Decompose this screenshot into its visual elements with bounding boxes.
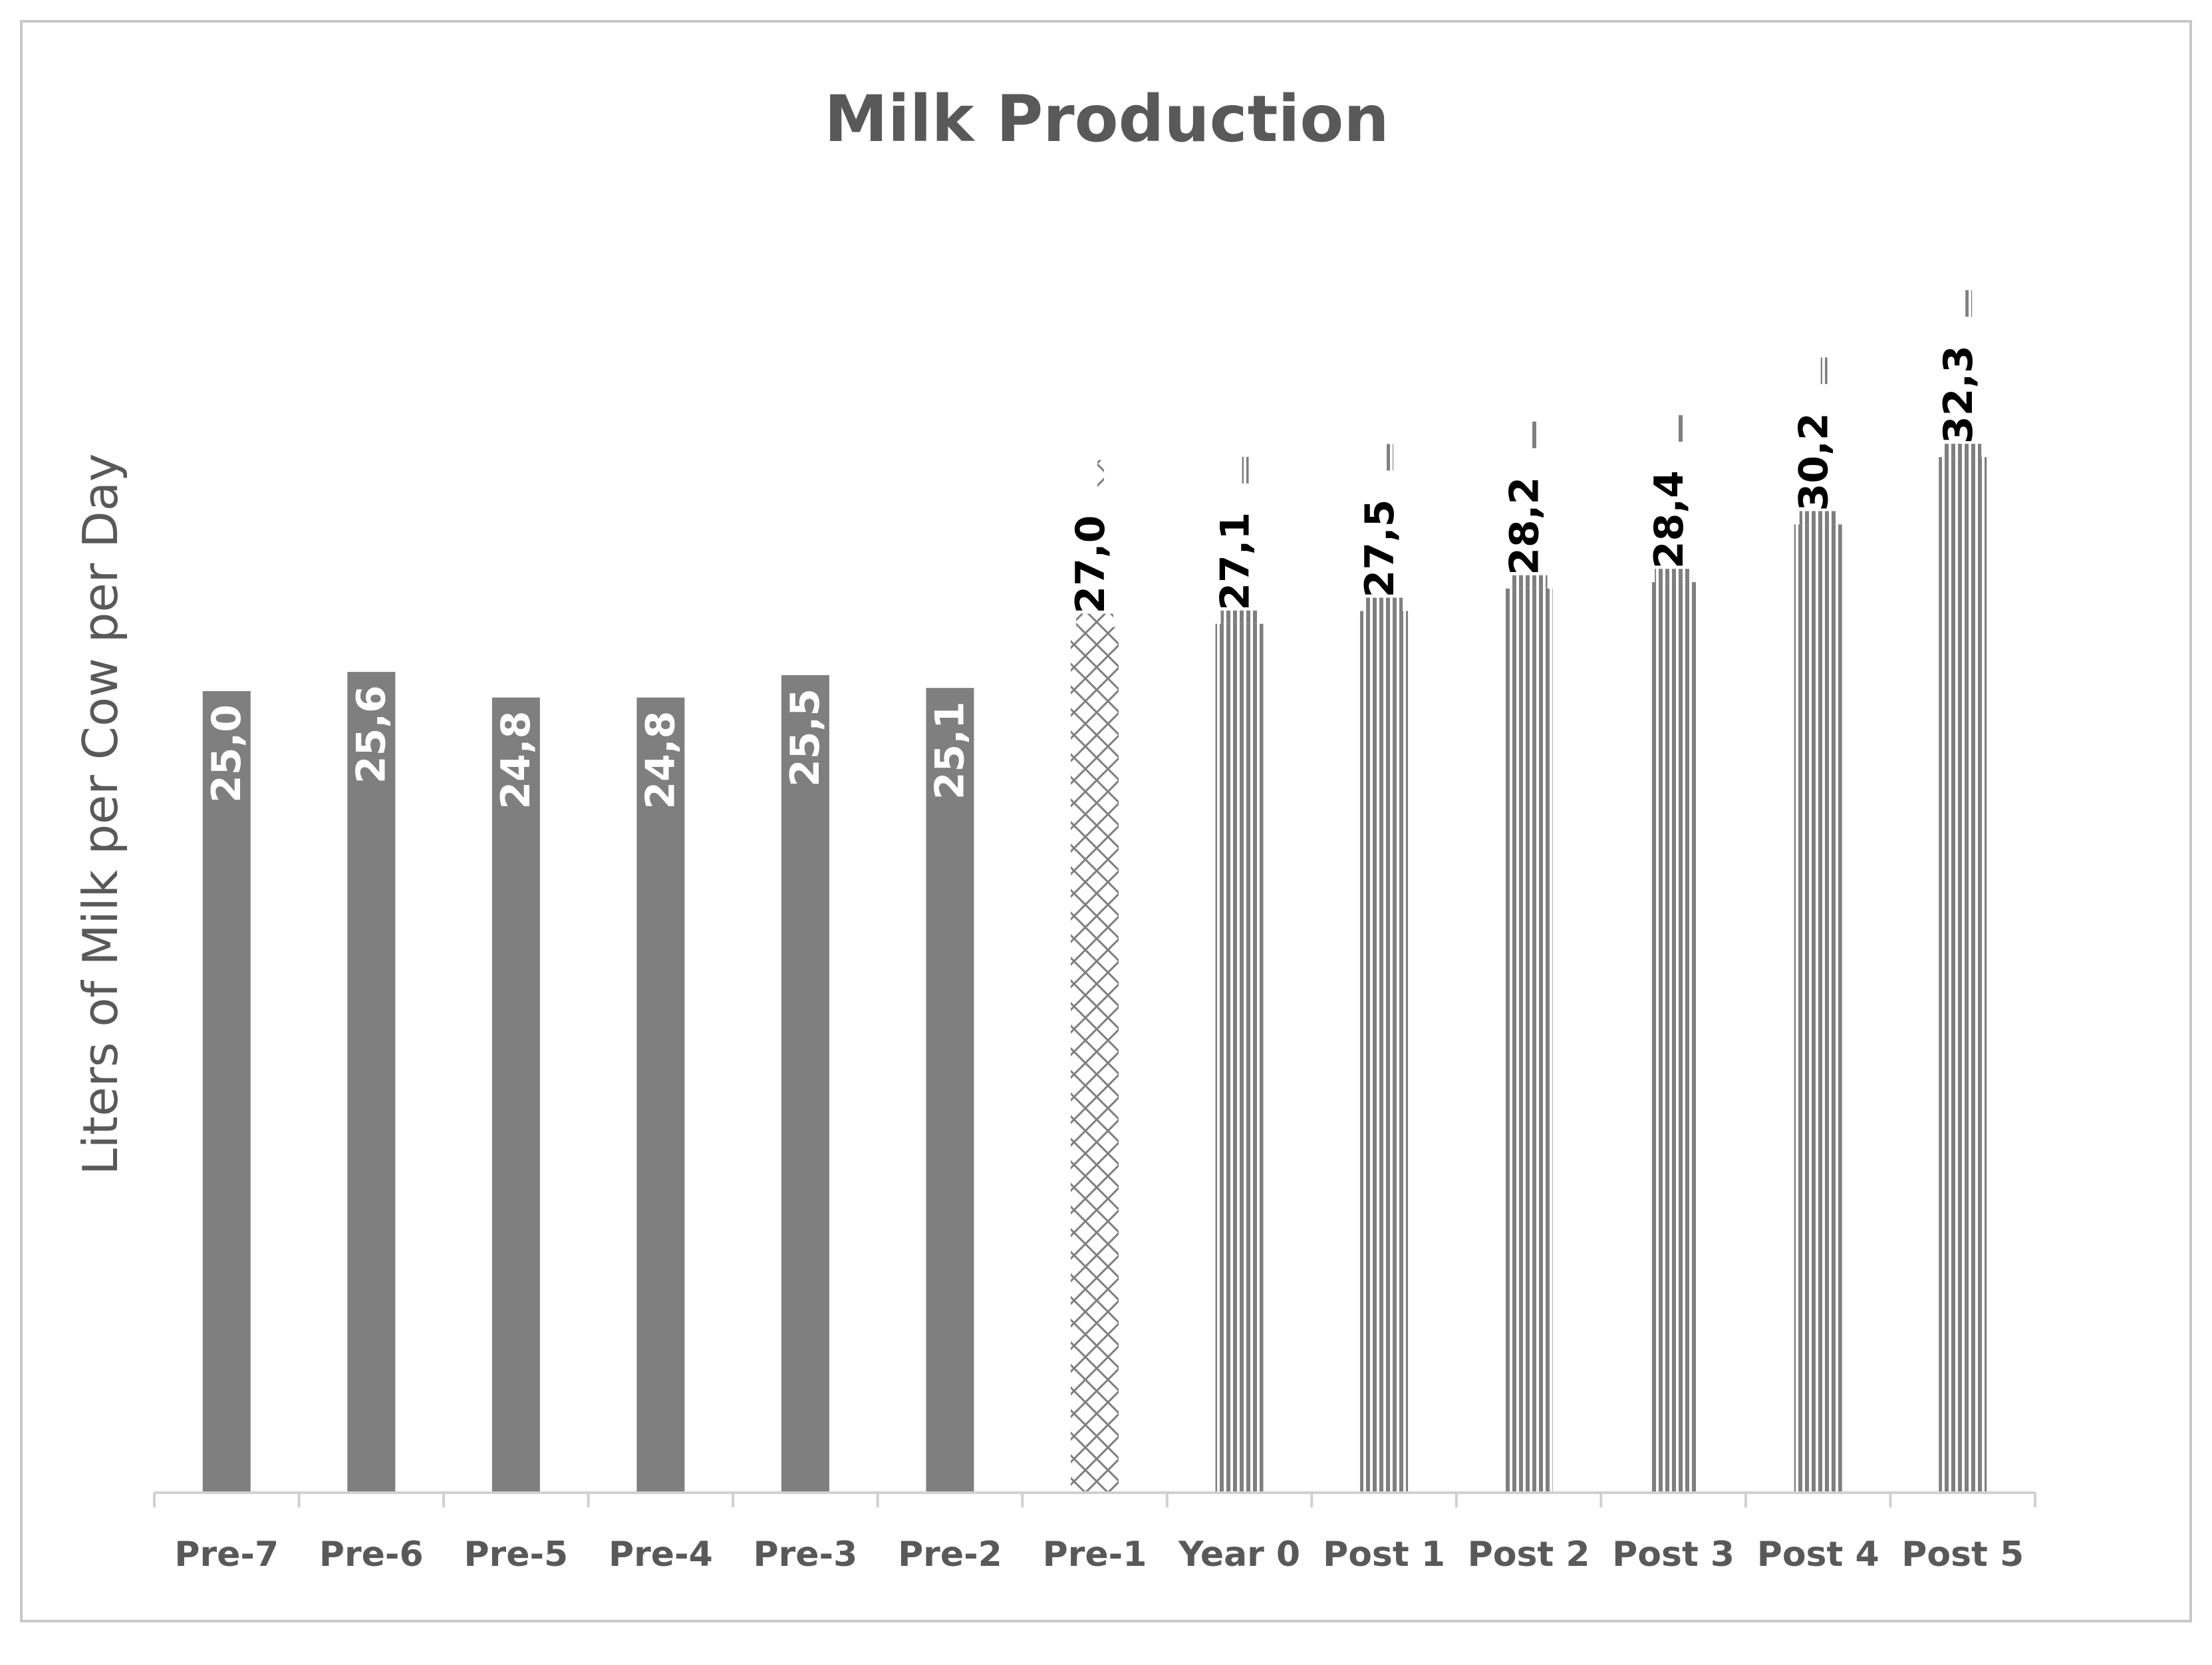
x-tick-label: Post 5 xyxy=(1901,1535,2024,1575)
bar xyxy=(636,697,685,1493)
bar-value-label: 25,0 xyxy=(204,704,250,803)
chart-frame: Milk Production Liters of Milk per Cow p… xyxy=(20,20,2192,1622)
milk-production-chart: Milk Production Liters of Milk per Cow p… xyxy=(72,82,2036,1575)
x-tick-label: Year 0 xyxy=(1178,1535,1300,1575)
bar xyxy=(781,675,829,1493)
bar-value-label: 25,5 xyxy=(782,688,829,787)
bar-value-label: 24,8 xyxy=(493,711,539,810)
bar xyxy=(347,672,396,1493)
x-tick-label: Pre-5 xyxy=(464,1535,568,1575)
x-tick-label: Post 3 xyxy=(1612,1535,1734,1575)
bar-pattern-sliver xyxy=(1799,511,1837,525)
bar xyxy=(1504,588,1553,1493)
bar-value-label: 27,0 xyxy=(1067,516,1114,614)
bar xyxy=(491,697,540,1493)
x-tick-label: Post 2 xyxy=(1468,1535,1590,1575)
bar-value-label: 24,8 xyxy=(637,711,684,810)
x-tick-label: Pre-2 xyxy=(898,1535,1002,1575)
bar-value-label: 28,2 xyxy=(1502,477,1548,575)
bar xyxy=(1939,457,1987,1493)
bar xyxy=(1071,627,1119,1493)
bar-pattern-sliver xyxy=(1097,460,1104,487)
bar xyxy=(202,691,251,1493)
bar-value-label: 27,5 xyxy=(1357,499,1403,597)
x-tick-label: Pre-6 xyxy=(319,1535,424,1575)
bar-value-label: 30,2 xyxy=(1791,412,1838,511)
chart-title: Milk Production xyxy=(824,82,1389,156)
x-tick-label: Post 1 xyxy=(1323,1535,1445,1575)
bar xyxy=(926,688,974,1493)
bar xyxy=(1794,524,1842,1493)
bar-value-label: 27,1 xyxy=(1212,512,1259,611)
x-axis: Pre-7 Pre-6 Pre-5 Pre-4 Pre-3 Pre-2 Pre-1 Year … xyxy=(153,1491,2036,1575)
y-axis-label: Liters of Milk per Cow per Day xyxy=(72,454,128,1175)
bar-pattern-sliver xyxy=(1944,444,1982,458)
bar-pattern-sliver xyxy=(1965,290,1973,317)
value-labels-layer: 25,0 25,6 24,8 24,8 25,5 25,1 27,0 27,1 27,5 28,2… xyxy=(204,345,1982,810)
bar-pattern-sliver xyxy=(1220,610,1258,624)
bar-pattern-sliver xyxy=(1531,421,1538,448)
x-tick-label: Pre-4 xyxy=(609,1535,713,1575)
bar-pattern-sliver xyxy=(1655,569,1693,583)
bar-pattern-sliver xyxy=(1076,613,1113,627)
bars-layer xyxy=(202,290,1987,1493)
bar-pattern-sliver xyxy=(1820,357,1828,384)
bar-pattern-sliver xyxy=(1365,597,1403,611)
bar xyxy=(1215,623,1264,1493)
x-tick-label: Pre-1 xyxy=(1043,1535,1147,1575)
bar-value-label: 32,3 xyxy=(1935,345,1982,444)
x-tick-label: Pre-7 xyxy=(174,1535,279,1575)
bar-pattern-sliver xyxy=(1676,415,1683,442)
bar xyxy=(1360,611,1409,1493)
bar-value-label: 28,4 xyxy=(1646,470,1693,569)
x-tick-label: Post 4 xyxy=(1757,1535,1879,1575)
bar-pattern-sliver xyxy=(1242,456,1249,484)
bar-pattern-sliver xyxy=(1510,575,1548,589)
x-tick-label: Pre-3 xyxy=(754,1535,858,1575)
bar-value-label: 25,1 xyxy=(926,701,973,800)
bar xyxy=(1649,582,1698,1493)
bar-value-label: 25,6 xyxy=(348,685,394,784)
bar-pattern-sliver xyxy=(1387,444,1394,471)
